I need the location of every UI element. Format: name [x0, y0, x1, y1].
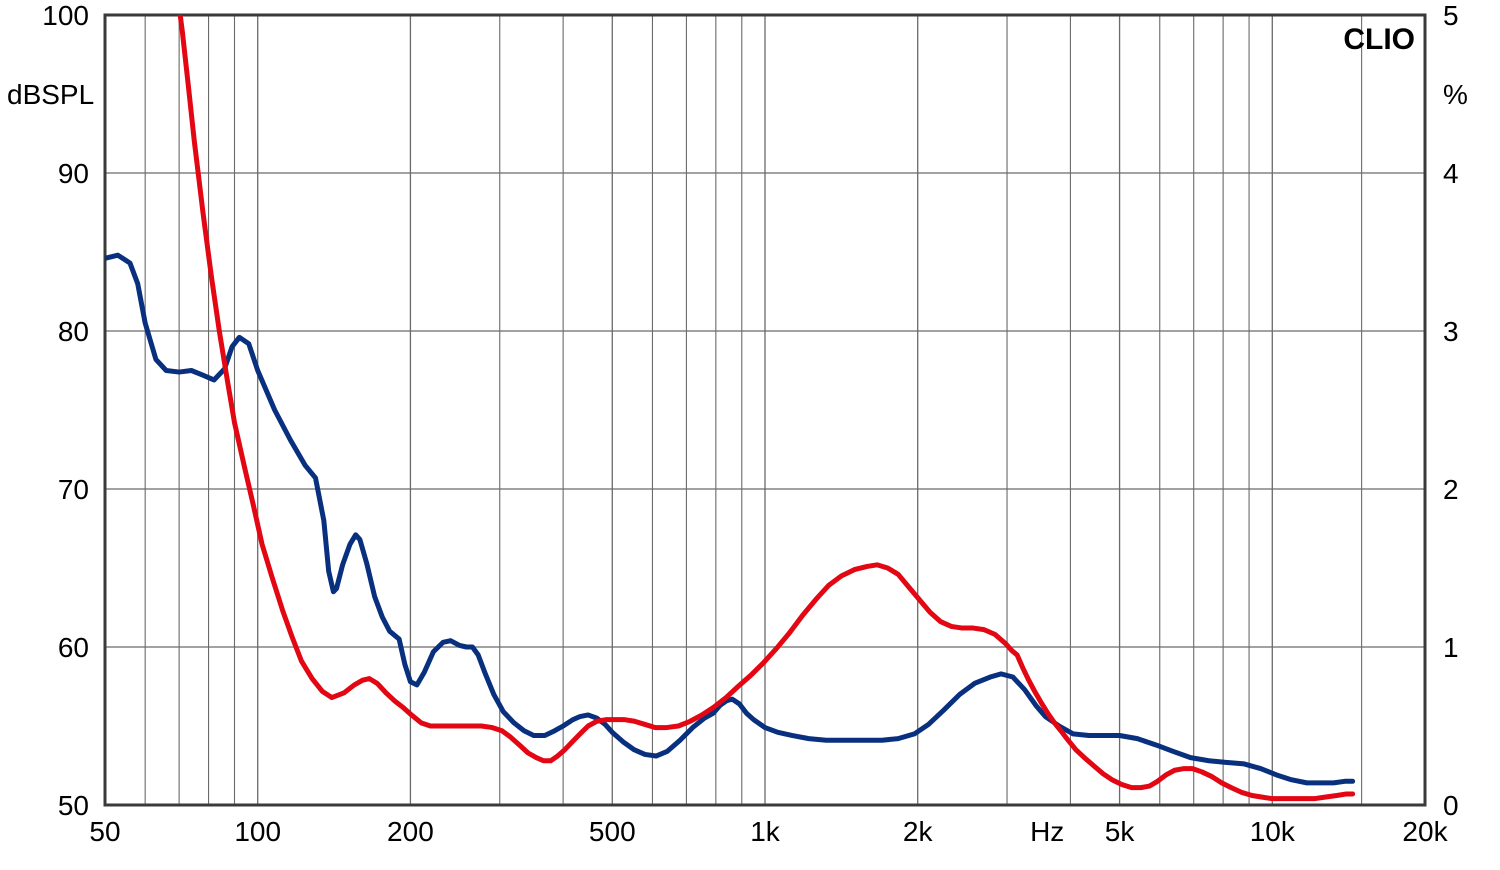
- x-tick-label: 200: [387, 816, 434, 847]
- x-unit-label: Hz: [1030, 816, 1064, 847]
- frequency-response-chart: 501002005001k2k5k10k20kHz5060708090100dB…: [0, 0, 1500, 870]
- y-right-tick-label: 3: [1443, 316, 1459, 347]
- y-right-unit-label: %: [1443, 79, 1468, 110]
- x-tick-label: 2k: [903, 816, 934, 847]
- x-tick-label: 1k: [750, 816, 781, 847]
- x-tick-label: 10k: [1250, 816, 1296, 847]
- y-right-tick-label: 1: [1443, 632, 1459, 663]
- y-left-tick-label: 50: [58, 790, 89, 821]
- y-right-tick-label: 4: [1443, 158, 1459, 189]
- y-right-tick-label: 5: [1443, 0, 1459, 31]
- y-right-tick-label: 2: [1443, 474, 1459, 505]
- x-tick-label: 20k: [1402, 816, 1448, 847]
- y-left-tick-label: 70: [58, 474, 89, 505]
- brand-label: CLIO: [1343, 23, 1415, 56]
- y-left-tick-label: 100: [42, 0, 89, 31]
- y-left-tick-label: 80: [58, 316, 89, 347]
- y-right-tick-label: 0: [1443, 790, 1459, 821]
- y-left-tick-label: 60: [58, 632, 89, 663]
- x-tick-label: 5k: [1105, 816, 1136, 847]
- x-tick-label: 500: [589, 816, 636, 847]
- y-left-tick-label: 90: [58, 158, 89, 189]
- x-tick-label: 50: [89, 816, 120, 847]
- x-tick-label: 100: [234, 816, 281, 847]
- y-left-unit-label: dBSPL: [7, 79, 94, 110]
